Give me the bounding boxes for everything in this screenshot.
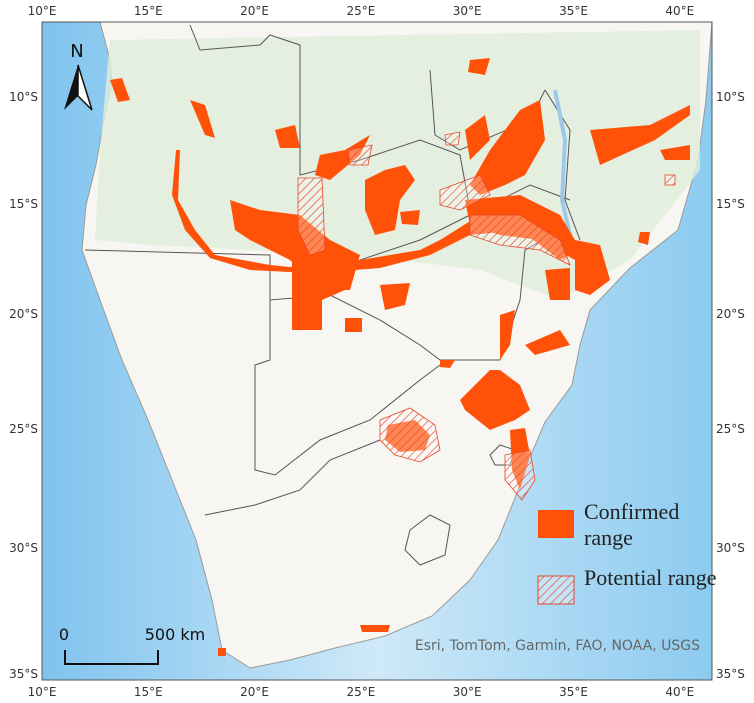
attribution: Esri, TomTom, Garmin, FAO, NOAA, USGS: [415, 638, 700, 654]
longitude-label: 30°E: [453, 685, 482, 699]
potential-range: [297, 131, 676, 501]
latitude-label: 20°S: [716, 307, 745, 321]
legend-confirmed: Confirmed range: [584, 499, 680, 550]
longitude-label: 40°E: [665, 4, 694, 18]
longitude-label: 35°E: [559, 685, 588, 699]
latitude-label: 10°S: [9, 90, 38, 104]
latitude-label: 15°S: [9, 197, 38, 211]
legend-swatch-potential: [537, 575, 575, 605]
frame: [41, 21, 713, 681]
legend-swatch-confirmed: [538, 510, 574, 538]
longitude-label: 20°E: [240, 4, 269, 18]
latitude-label: 25°S: [716, 422, 745, 436]
longitude-label: 25°E: [346, 685, 375, 699]
longitude-label: 10°E: [28, 4, 57, 18]
latitude-label: 15°S: [716, 197, 745, 211]
legend-potential: Potential range: [584, 565, 717, 590]
latitude-label: 30°S: [716, 541, 745, 555]
longitude-label: 30°E: [453, 4, 482, 18]
latitude-label: 10°S: [716, 90, 745, 104]
longitude-label: 25°E: [346, 4, 375, 18]
north-label: N: [70, 41, 83, 62]
north-arrow: N: [64, 41, 93, 111]
longitude-label: 35°E: [559, 4, 588, 18]
longitude-label: 20°E: [240, 685, 269, 699]
longitude-label: 40°E: [665, 685, 694, 699]
longitude-label: 10°E: [28, 685, 57, 699]
latitude-label: 35°S: [9, 667, 38, 681]
scale-bar: 0 500 km: [59, 625, 205, 665]
latitude-label: 35°S: [716, 667, 745, 681]
scale-start: 0: [59, 625, 69, 644]
lake-malawi: [553, 89, 572, 236]
latitude-label: 20°S: [9, 307, 38, 321]
longitude-label: 15°E: [134, 4, 163, 18]
scale-end: 500 km: [145, 625, 205, 644]
latitude-label: 25°S: [9, 422, 38, 436]
longitude-label: 15°E: [134, 685, 163, 699]
latitude-label: 30°S: [9, 541, 38, 555]
graticule-labels: 10°E 10°E 15°E 15°E 20°E 20°E 25°E 25°E 30°E 30°E…: [9, 4, 745, 699]
